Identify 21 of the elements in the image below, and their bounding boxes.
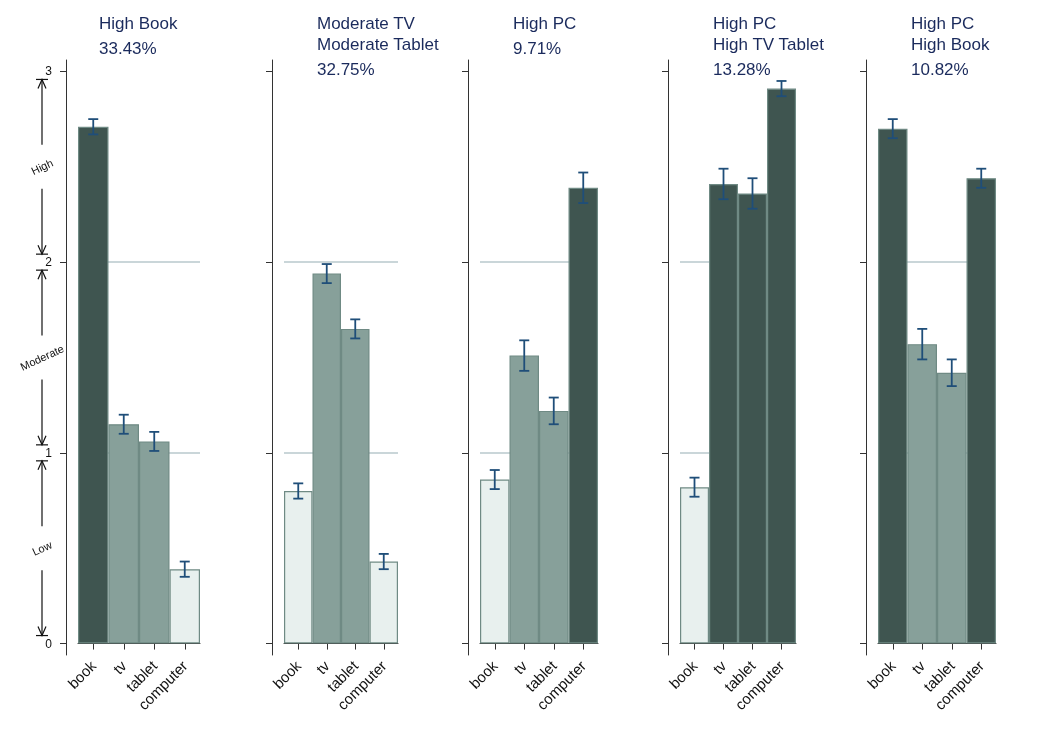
chart-title: High PC High Book <box>911 14 990 54</box>
chart-title: High PC High TV Tablet <box>713 14 825 54</box>
chart-title: High PC <box>513 14 577 33</box>
x-tick-label: tv <box>510 656 531 678</box>
x-tick-label: tv <box>709 656 730 678</box>
chart-title: High Book <box>99 14 178 33</box>
chart-subtitle: 10.82% <box>911 60 969 79</box>
y-tick-label: 0 <box>45 636 53 651</box>
y-tick-label: 3 <box>45 64 53 79</box>
y-tick-label: 2 <box>45 255 53 270</box>
text: High <box>29 156 55 178</box>
x-tick-label: tv <box>312 656 334 678</box>
x-tick-label: tv <box>109 656 131 678</box>
chart-title: Moderate TV Moderate Tablet <box>317 14 439 54</box>
x-tick-label: tv <box>908 656 929 678</box>
y-tick-label: 1 <box>45 445 53 460</box>
chart-subtitle: 9.71% <box>513 39 562 58</box>
chart-subtitle: 13.28% <box>713 60 771 79</box>
chart-subtitle: 33.43% <box>99 39 157 58</box>
text: Low <box>30 538 54 558</box>
chart-subtitle: 32.75% <box>317 60 375 79</box>
